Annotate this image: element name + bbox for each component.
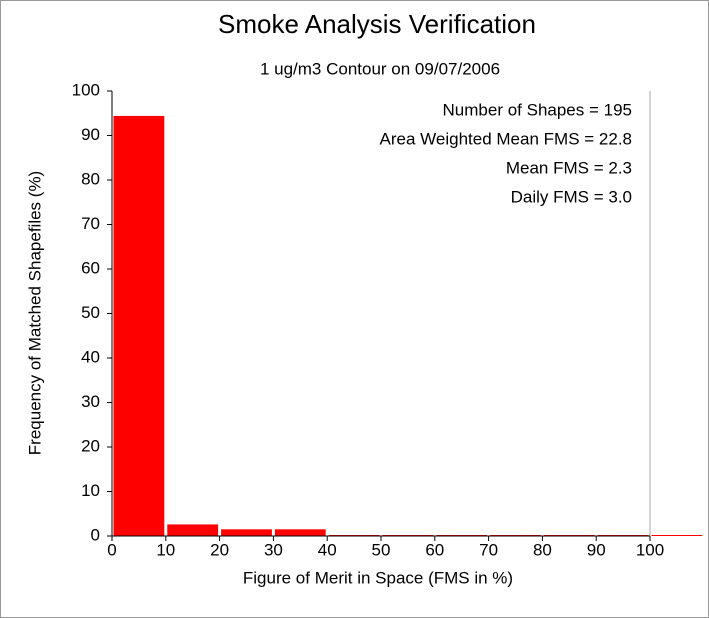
y-tick-label: 50 [81,303,100,322]
chart-title: Smoke Analysis Verification [218,9,536,39]
y-tick-label: 0 [91,525,100,544]
y-tick-label: 20 [81,436,100,455]
bar [113,115,165,537]
y-tick-label: 80 [81,169,100,188]
y-tick-label: 70 [81,214,100,233]
y-axis-label: Frequency of Matched Shapefiles (%) [25,171,44,455]
annotation: Number of Shapes = 195 [443,100,632,119]
bar [274,529,326,536]
y-tick-label: 30 [81,392,100,411]
x-tick-label: 20 [210,540,229,559]
x-tick-label: 0 [107,540,116,559]
x-tick-label: 100 [636,540,664,559]
y-tick-label: 40 [81,347,100,366]
annotation: Daily FMS = 3.0 [511,187,632,206]
x-tick-label: 80 [533,540,552,559]
y-tick-label: 60 [81,258,100,277]
bar [221,529,272,536]
x-tick-label: 90 [587,540,606,559]
x-tick-label: 30 [264,540,283,559]
chart-subtitle: 1 ug/m3 Contour on 09/07/2006 [260,59,500,78]
annotation: Area Weighted Mean FMS = 22.8 [380,129,632,148]
y-tick-label: 100 [72,80,100,99]
x-tick-label: 70 [479,540,498,559]
bar [167,524,219,536]
bar [651,535,703,536]
x-axis-label: Figure of Merit in Space (FMS in %) [243,568,513,587]
x-tick-label: 10 [156,540,175,559]
x-tick-label: 50 [372,540,391,559]
x-tick-label: 40 [318,540,337,559]
y-tick-label: 90 [81,125,100,144]
y-tick-label: 10 [81,481,100,500]
x-tick-label: 60 [425,540,444,559]
annotation: Mean FMS = 2.3 [506,158,632,177]
